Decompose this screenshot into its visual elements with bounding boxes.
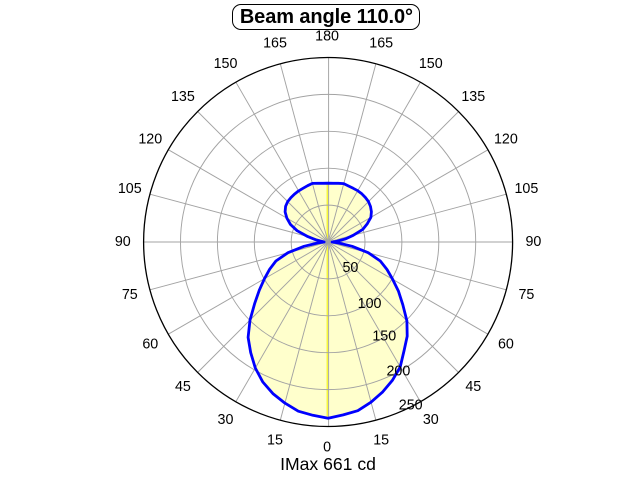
svg-text:135: 135 (171, 89, 195, 105)
svg-text:105: 105 (118, 181, 142, 197)
svg-text:105: 105 (514, 181, 538, 197)
svg-text:250: 250 (399, 398, 423, 414)
svg-text:120: 120 (138, 131, 162, 147)
svg-text:90: 90 (525, 234, 541, 250)
svg-text:45: 45 (175, 379, 191, 395)
svg-text:180: 180 (315, 29, 339, 45)
svg-text:75: 75 (518, 287, 534, 303)
svg-text:165: 165 (369, 36, 393, 52)
svg-text:165: 165 (263, 36, 287, 52)
svg-text:75: 75 (122, 287, 138, 303)
svg-text:120: 120 (494, 131, 518, 147)
svg-text:150: 150 (419, 56, 443, 72)
svg-text:90: 90 (115, 234, 131, 250)
svg-text:15: 15 (267, 432, 283, 448)
svg-text:135: 135 (461, 89, 485, 105)
svg-text:0: 0 (323, 439, 331, 455)
svg-text:30: 30 (423, 412, 439, 428)
svg-text:50: 50 (342, 260, 358, 276)
svg-text:100: 100 (358, 296, 382, 312)
svg-text:45: 45 (465, 379, 481, 395)
svg-text:150: 150 (372, 328, 396, 344)
svg-text:200: 200 (386, 363, 410, 379)
svg-text:60: 60 (142, 337, 158, 353)
svg-text:60: 60 (498, 337, 514, 353)
svg-text:15: 15 (373, 432, 389, 448)
svg-text:150: 150 (214, 56, 238, 72)
svg-text:30: 30 (218, 412, 234, 428)
